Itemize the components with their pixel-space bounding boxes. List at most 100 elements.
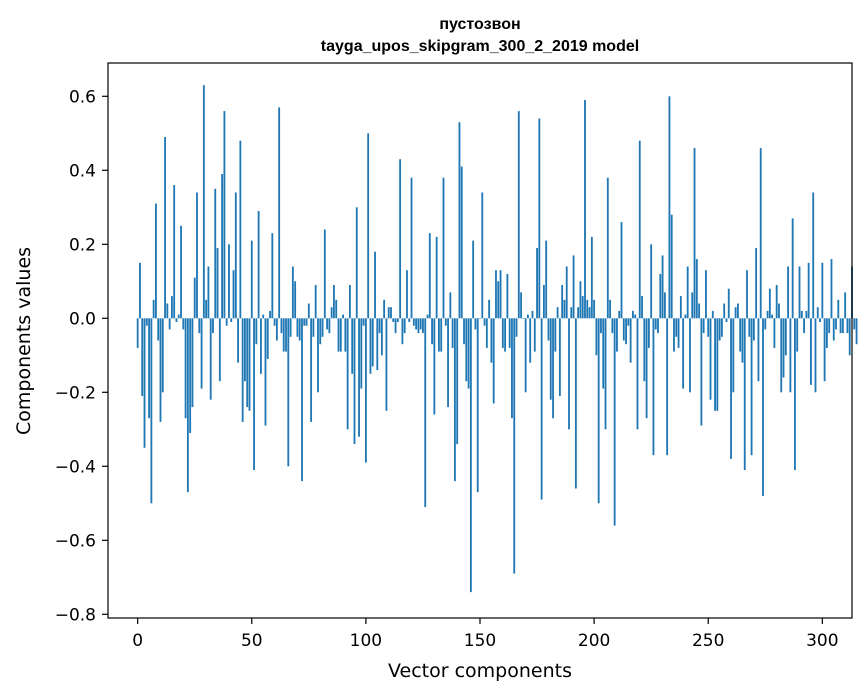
- bar-209: [613, 318, 616, 526]
- bar-298: [816, 307, 819, 319]
- bar-279: [773, 318, 776, 348]
- bar-172: [529, 318, 532, 363]
- bar-269: [750, 318, 753, 456]
- bar-213: [622, 318, 625, 341]
- bar-69: [294, 281, 297, 319]
- bar-229: [659, 273, 662, 319]
- bar-240: [684, 314, 687, 319]
- bar-212: [620, 222, 623, 319]
- bar-109: [385, 318, 388, 411]
- bar-232: [666, 318, 669, 456]
- y-tick-label: 0.6: [69, 87, 96, 107]
- bar-133: [440, 318, 443, 352]
- bar-207: [609, 299, 611, 319]
- bar-52: [255, 318, 258, 345]
- bar-223: [645, 318, 648, 419]
- bar-22: [186, 318, 189, 493]
- bar-50: [250, 240, 253, 319]
- bar-6: [150, 318, 153, 504]
- y-tick-label: −0.6: [55, 531, 96, 551]
- bar-43: [234, 192, 237, 319]
- chart-subtitle: tayga_upos_skipgram_300_2_2019 model: [321, 38, 639, 55]
- bar-303: [828, 318, 831, 334]
- bar-185: [558, 318, 561, 396]
- bar-254: [716, 318, 719, 411]
- bar-256: [721, 318, 723, 337]
- bar-60: [273, 318, 276, 326]
- bar-167: [517, 111, 520, 319]
- y-axis-ticks: −0.8 −0.6 −0.4 −0.2 0.0 0.2 0.4 0.6: [55, 87, 108, 625]
- bar-266: [743, 318, 746, 470]
- bar-189: [568, 318, 570, 430]
- bar-32: [209, 318, 212, 400]
- bar-40: [228, 244, 230, 319]
- bar-214: [625, 318, 627, 345]
- bar-99: [362, 318, 365, 326]
- bar-188: [565, 266, 568, 319]
- bar-102: [369, 318, 372, 374]
- bar-128: [428, 233, 431, 319]
- bar-179: [545, 240, 548, 319]
- bar-231: [663, 292, 666, 319]
- bar-85: [330, 307, 333, 319]
- bar-182: [552, 318, 554, 419]
- bar-121: [412, 318, 415, 326]
- bar-103: [371, 318, 374, 367]
- bar-138: [451, 318, 454, 348]
- bar-63: [280, 318, 283, 334]
- bar-16: [173, 185, 176, 319]
- bar-162: [506, 273, 509, 319]
- bar-253: [714, 318, 716, 411]
- x-tick-label: 200: [578, 631, 610, 651]
- bar-117: [403, 318, 406, 334]
- bar-55: [262, 314, 265, 319]
- bar-62: [278, 107, 281, 319]
- bar-145: [467, 318, 470, 389]
- y-tick-label: 0.4: [69, 161, 96, 181]
- bar-46: [241, 318, 244, 422]
- bar-134: [442, 177, 445, 319]
- bar-94: [351, 318, 354, 374]
- bar-314: [853, 318, 856, 330]
- bar-171: [527, 314, 529, 319]
- bar-42: [232, 270, 235, 319]
- bar-146: [469, 318, 472, 593]
- bar-181: [549, 318, 552, 400]
- bar-249: [705, 270, 707, 319]
- bar-308: [839, 318, 842, 334]
- bar-215: [627, 318, 630, 326]
- bar-18: [177, 314, 180, 319]
- bar-222: [643, 318, 646, 382]
- bar-157: [495, 270, 497, 319]
- bar-56: [264, 318, 267, 426]
- bar-53: [257, 211, 260, 319]
- bar-74: [305, 318, 308, 326]
- bar-277: [768, 288, 771, 319]
- bar-263: [736, 303, 739, 319]
- bar-88: [337, 318, 340, 352]
- bar-274: [762, 318, 764, 496]
- bar-244: [693, 148, 696, 319]
- bar-111: [390, 307, 392, 319]
- bar-219: [636, 318, 639, 430]
- bar-48: [246, 318, 249, 408]
- bar-288: [794, 318, 796, 470]
- bar-45: [239, 140, 242, 319]
- bar-98: [360, 318, 363, 389]
- bar-300: [821, 262, 824, 319]
- bar-284: [784, 318, 787, 356]
- bar-192: [574, 318, 577, 489]
- bar-195: [581, 296, 584, 319]
- bar-142: [460, 166, 463, 319]
- bar-250: [707, 318, 710, 337]
- bar-278: [771, 314, 774, 319]
- bar-310: [844, 292, 847, 319]
- bar-84: [328, 318, 331, 334]
- bar-315: [855, 318, 858, 345]
- bar-79: [317, 318, 319, 393]
- bar-147: [472, 240, 475, 319]
- bar-186: [561, 285, 564, 319]
- bar-194: [579, 281, 582, 319]
- bar-14: [168, 318, 171, 330]
